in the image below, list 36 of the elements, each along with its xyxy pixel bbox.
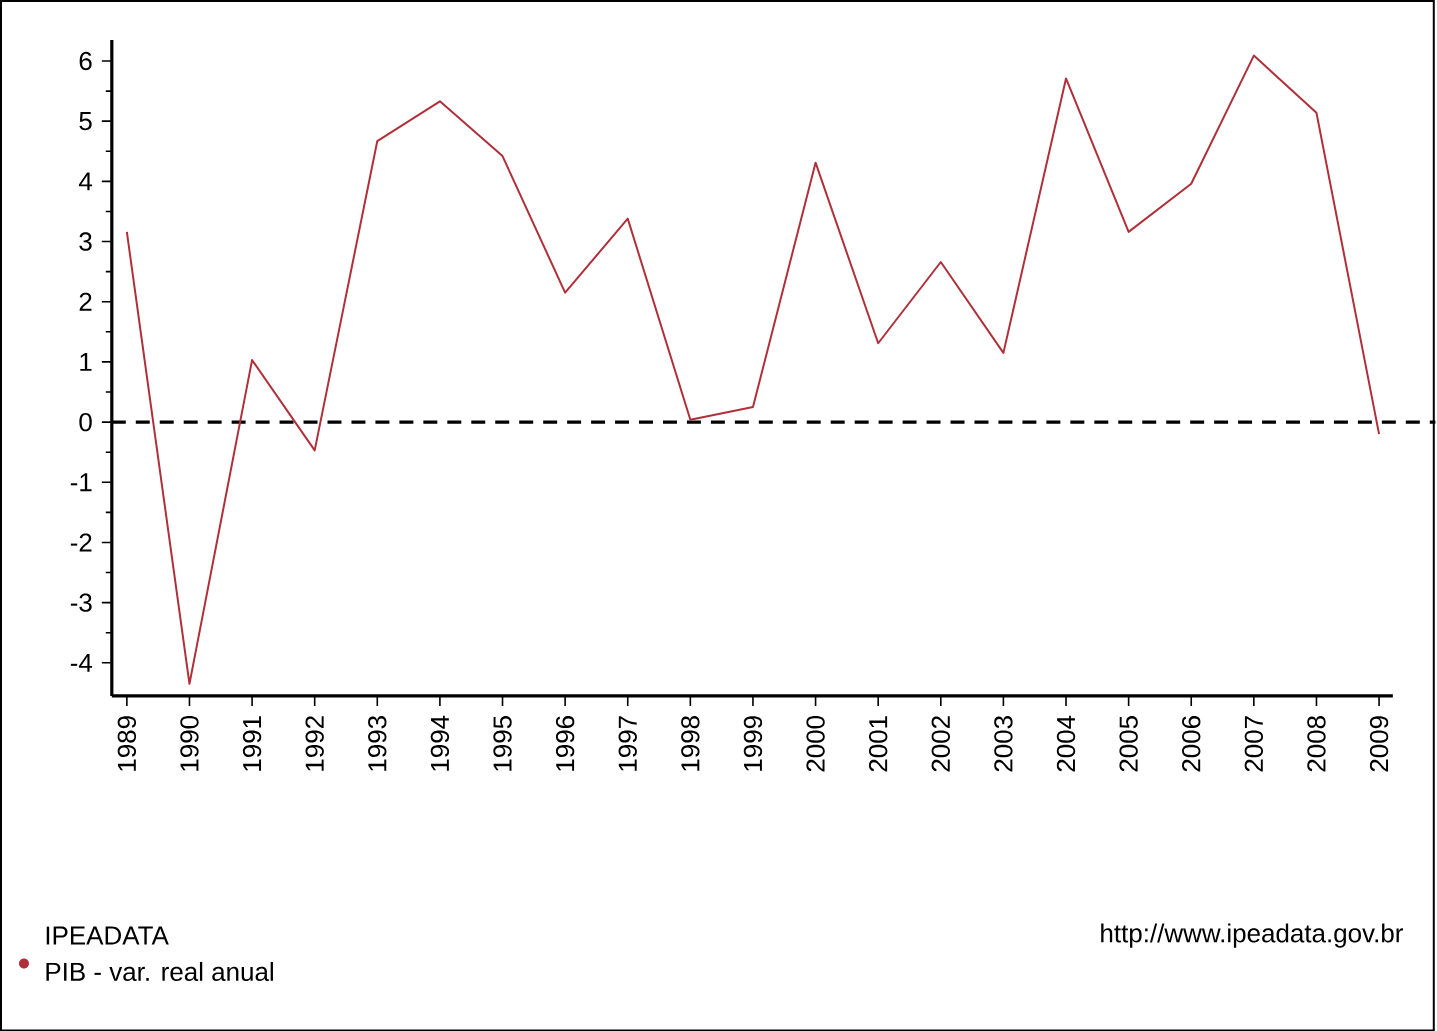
x-tick-label: 1993 <box>368 715 387 771</box>
x-tick-label: 2001 <box>868 716 888 772</box>
x-tick-label: 2006 <box>1182 715 1201 772</box>
x-tick-label: 1992 <box>305 716 324 771</box>
y-tick-label: -2 <box>70 533 92 552</box>
x-tick-label: 1995 <box>493 715 512 771</box>
x-tick-label: 2004 <box>1056 715 1076 772</box>
x-tick-label: 1996 <box>555 715 575 771</box>
legend-label: PIB - var. real anual <box>46 961 273 981</box>
x-tick-label: 1999 <box>743 715 763 771</box>
legend-title: IPEADATA <box>46 926 169 945</box>
y-tick-label: 1 <box>80 352 92 371</box>
x-tick-label: 1997 <box>618 716 637 771</box>
y-tick-label: 4 <box>78 172 93 191</box>
x-tick-label: 2009 <box>1369 715 1389 772</box>
line-series <box>125 54 1381 685</box>
y-tick-label: 2 <box>79 292 92 311</box>
x-tick-label: 2002 <box>931 716 950 772</box>
x-tick-label: 2005 <box>1119 715 1138 772</box>
y-tick-label: 0 <box>79 412 92 432</box>
y-tick-label: 6 <box>79 51 92 70</box>
x-tick-label: 2000 <box>806 715 825 772</box>
x-tick-label: 2007 <box>1244 716 1264 772</box>
x-tick-label: 1991 <box>242 716 262 771</box>
x-tick-label: 1994 <box>430 715 450 771</box>
text: http://www.ipeadata.gov.br <box>1101 923 1403 948</box>
y-tick-label: 3 <box>79 232 92 251</box>
x-tick-label: 1989 <box>117 715 137 771</box>
y-tick-label: 5 <box>79 111 92 131</box>
x-tick-label: 2008 <box>1307 715 1326 772</box>
y-tick-label: -3 <box>70 593 92 612</box>
x-tick-label: 1998 <box>681 715 700 771</box>
y-tick-label: -1 <box>70 473 92 492</box>
y-tick-label: -4 <box>70 653 93 672</box>
x-tick-label: 2003 <box>994 715 1013 772</box>
x-tick-label: 1990 <box>180 715 199 771</box>
